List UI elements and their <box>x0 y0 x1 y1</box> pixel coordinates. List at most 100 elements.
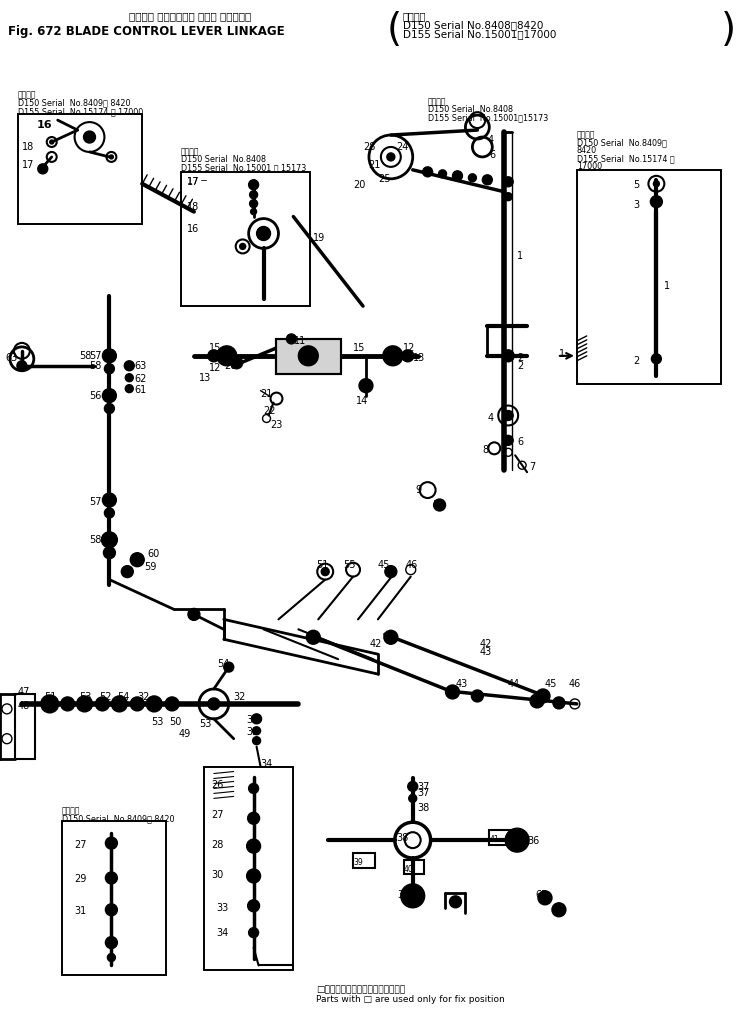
Circle shape <box>251 714 262 724</box>
Circle shape <box>105 404 114 413</box>
Circle shape <box>125 385 133 393</box>
Text: 58: 58 <box>89 535 102 544</box>
Text: 38: 38 <box>396 833 408 843</box>
Text: 17: 17 <box>187 177 199 187</box>
Text: 32: 32 <box>137 692 150 702</box>
Text: 14: 14 <box>356 396 368 406</box>
Circle shape <box>469 174 476 182</box>
Bar <box>577 170 721 384</box>
Circle shape <box>224 663 234 672</box>
Circle shape <box>439 170 447 178</box>
Circle shape <box>503 177 513 187</box>
Text: 25: 25 <box>378 174 391 184</box>
Circle shape <box>130 552 144 567</box>
Text: 適用号機: 適用号機 <box>18 90 36 99</box>
Circle shape <box>105 364 114 374</box>
Bar <box>62 821 166 976</box>
Circle shape <box>125 361 134 371</box>
Circle shape <box>240 243 245 249</box>
Text: 適用号機: 適用号機 <box>62 806 80 815</box>
Text: 11: 11 <box>294 336 307 346</box>
Text: 47: 47 <box>18 687 30 697</box>
Circle shape <box>105 508 114 518</box>
Text: 28: 28 <box>363 142 375 152</box>
Circle shape <box>506 828 529 852</box>
Text: 55: 55 <box>343 560 356 570</box>
Text: 43: 43 <box>455 679 468 689</box>
Text: 15: 15 <box>353 342 366 352</box>
Circle shape <box>251 209 256 214</box>
Circle shape <box>385 566 397 578</box>
Text: 44: 44 <box>507 679 520 689</box>
Text: 36: 36 <box>527 836 539 846</box>
Text: 34: 34 <box>261 759 273 769</box>
Circle shape <box>652 354 661 364</box>
Text: 適用号機: 適用号機 <box>577 130 595 139</box>
Circle shape <box>102 389 116 403</box>
Text: 58: 58 <box>80 350 92 361</box>
Circle shape <box>503 410 513 420</box>
Text: 65: 65 <box>535 890 548 900</box>
Bar <box>204 767 293 971</box>
Circle shape <box>41 695 59 713</box>
Circle shape <box>538 891 552 905</box>
Text: 29: 29 <box>74 874 87 884</box>
Text: 適用号機: 適用号機 <box>427 97 446 106</box>
Text: 12: 12 <box>403 342 415 352</box>
Text: 3: 3 <box>634 200 640 210</box>
Text: D155 Serial  No.15001 ～ 15173: D155 Serial No.15001 ～ 15173 <box>181 163 307 172</box>
Text: 46: 46 <box>569 679 581 689</box>
Circle shape <box>384 630 398 644</box>
Text: 35: 35 <box>398 890 411 900</box>
Circle shape <box>298 345 318 366</box>
Text: 33: 33 <box>247 727 259 736</box>
Bar <box>404 861 424 874</box>
Text: 61: 61 <box>134 385 147 395</box>
Circle shape <box>208 349 220 362</box>
Circle shape <box>502 349 514 362</box>
Circle shape <box>146 696 162 712</box>
Text: 41: 41 <box>489 835 499 844</box>
Text: 27: 27 <box>74 840 87 850</box>
Text: 42: 42 <box>479 639 492 649</box>
Text: 49: 49 <box>179 729 192 738</box>
Text: 40: 40 <box>404 865 413 874</box>
Circle shape <box>250 191 257 199</box>
Text: 60: 60 <box>147 548 159 559</box>
Text: 17 ─: 17 ─ <box>187 177 206 186</box>
Text: 20: 20 <box>353 180 366 190</box>
Text: D150 Serial No.8408～8420: D150 Serial No.8408～8420 <box>403 19 543 29</box>
Text: 18: 18 <box>22 142 34 152</box>
Text: 37: 37 <box>418 783 430 793</box>
Text: 15: 15 <box>209 342 221 352</box>
Text: D155 Serial No.15001～17000: D155 Serial No.15001～17000 <box>403 29 556 39</box>
Circle shape <box>38 164 48 174</box>
Text: D155 Serial  No.15174 ～: D155 Serial No.15174 ～ <box>577 154 674 163</box>
Text: 52: 52 <box>99 692 112 702</box>
Text: 1: 1 <box>559 348 565 359</box>
Text: 4: 4 <box>487 412 494 422</box>
Text: 12: 12 <box>209 363 221 373</box>
Circle shape <box>482 175 492 185</box>
Circle shape <box>503 435 513 445</box>
Text: 30: 30 <box>211 870 223 880</box>
Text: 30: 30 <box>247 715 259 725</box>
Text: 16: 16 <box>37 120 52 130</box>
Circle shape <box>102 493 116 507</box>
Circle shape <box>108 953 116 962</box>
Text: 21: 21 <box>261 389 273 399</box>
Circle shape <box>109 155 113 159</box>
Circle shape <box>60 697 74 711</box>
Text: 2: 2 <box>634 356 640 366</box>
Text: 57: 57 <box>89 497 102 507</box>
Text: 43: 43 <box>479 647 492 658</box>
Text: Parts with □ are used only for fix position: Parts with □ are used only for fix posit… <box>316 995 505 1004</box>
Text: 33: 33 <box>217 903 229 913</box>
Text: ブレード コントロール レバー リンケージ: ブレード コントロール レバー リンケージ <box>129 11 251 21</box>
Text: 適用号機: 適用号機 <box>403 11 426 21</box>
Text: 13: 13 <box>199 373 212 383</box>
Text: 27: 27 <box>211 810 223 820</box>
Text: 38: 38 <box>418 803 430 813</box>
Circle shape <box>231 357 242 369</box>
Text: 適用号機: 適用号機 <box>181 147 200 156</box>
